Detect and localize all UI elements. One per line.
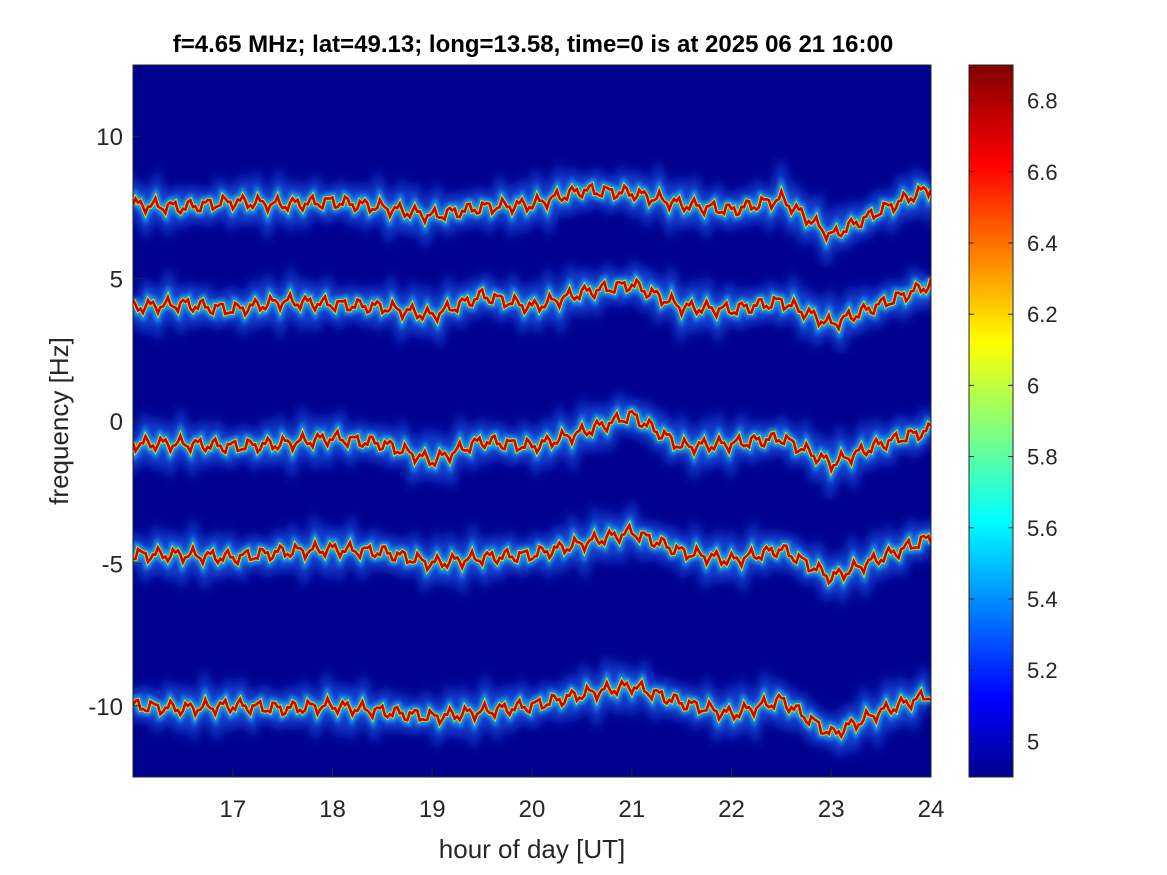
ridge-line (133, 678, 931, 740)
chart-title: f=4.65 MHz; lat=49.13; long=13.58, time=… (173, 31, 893, 58)
colorbar-tick-label: 6.8 (1027, 89, 1058, 114)
x-tick-label: 22 (718, 796, 745, 823)
y-tick-label: -10 (88, 694, 123, 721)
x-axis-ticks: 17 18 19 20 21 22 23 24 (219, 769, 944, 823)
x-tick-label: 21 (618, 796, 645, 823)
ridge-line (133, 409, 931, 475)
colorbar-tick-label: 6 (1027, 373, 1039, 398)
x-tick-label: 17 (219, 796, 246, 823)
colorbar-tick-label: 5.6 (1027, 516, 1058, 541)
y-axis-label: frequency [Hz] (44, 337, 74, 505)
colorbar-tick-label: 5.2 (1027, 658, 1058, 683)
colorbar-tick-label: 6.2 (1027, 302, 1058, 327)
ridge-layer (133, 157, 931, 760)
x-tick-label: 19 (419, 796, 446, 823)
y-tick-label: 5 (110, 267, 123, 294)
plot-area (133, 65, 931, 777)
colorbar-tick-label: 5 (1027, 729, 1039, 754)
ridge-line (133, 522, 931, 586)
colorbar-tick-label: 6.4 (1027, 231, 1058, 256)
y-axis-ticks: 10 5 0 -5 -10 (88, 124, 141, 721)
colorbar-ticks: 6.8 6.6 6.4 6.2 6 5.8 5.6 5.4 5.2 5 (969, 89, 1058, 754)
colorbar-tick-label: 6.6 (1027, 160, 1058, 185)
y-tick-label: 10 (96, 124, 123, 151)
colorbar (968, 64, 1014, 778)
colorbar-tick-label: 5.8 (1027, 445, 1058, 470)
x-axis-label: hour of day [UT] (439, 834, 625, 864)
ridge-line (133, 277, 931, 333)
colorbar-tick-label: 5.4 (1027, 587, 1058, 612)
y-tick-label: -5 (102, 551, 123, 578)
x-tick-label: 23 (818, 796, 845, 823)
ridge-line (133, 182, 931, 244)
y-tick-label: 0 (110, 409, 123, 436)
x-tick-label: 24 (918, 796, 945, 823)
x-tick-label: 18 (319, 796, 346, 823)
x-tick-label: 20 (519, 796, 546, 823)
